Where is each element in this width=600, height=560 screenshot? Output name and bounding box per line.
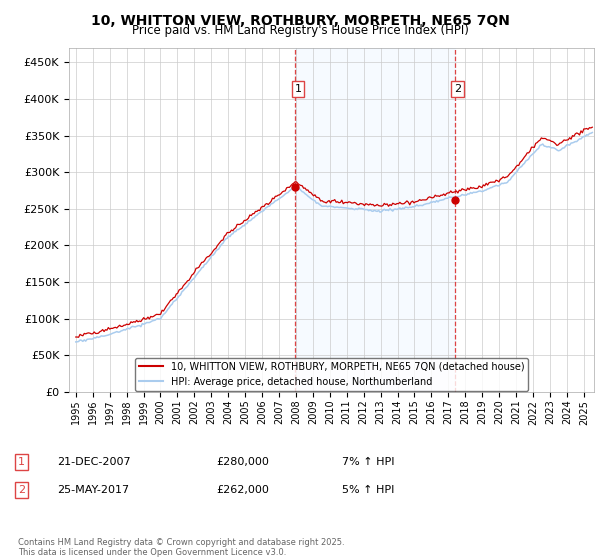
Text: 21-DEC-2007: 21-DEC-2007	[57, 457, 131, 467]
Text: 2: 2	[18, 485, 25, 495]
Text: 25-MAY-2017: 25-MAY-2017	[57, 485, 129, 495]
Legend: 10, WHITTON VIEW, ROTHBURY, MORPETH, NE65 7QN (detached house), HPI: Average pri: 10, WHITTON VIEW, ROTHBURY, MORPETH, NE6…	[135, 358, 528, 390]
Text: 1: 1	[295, 84, 301, 94]
Text: Price paid vs. HM Land Registry's House Price Index (HPI): Price paid vs. HM Land Registry's House …	[131, 24, 469, 37]
Text: 1: 1	[18, 457, 25, 467]
Text: 7% ↑ HPI: 7% ↑ HPI	[342, 457, 395, 467]
Text: 2: 2	[454, 84, 461, 94]
Text: 10, WHITTON VIEW, ROTHBURY, MORPETH, NE65 7QN: 10, WHITTON VIEW, ROTHBURY, MORPETH, NE6…	[91, 14, 509, 28]
Text: £262,000: £262,000	[216, 485, 269, 495]
Text: 5% ↑ HPI: 5% ↑ HPI	[342, 485, 394, 495]
Text: £280,000: £280,000	[216, 457, 269, 467]
Text: Contains HM Land Registry data © Crown copyright and database right 2025.
This d: Contains HM Land Registry data © Crown c…	[18, 538, 344, 557]
Bar	[295, 48, 455, 392]
